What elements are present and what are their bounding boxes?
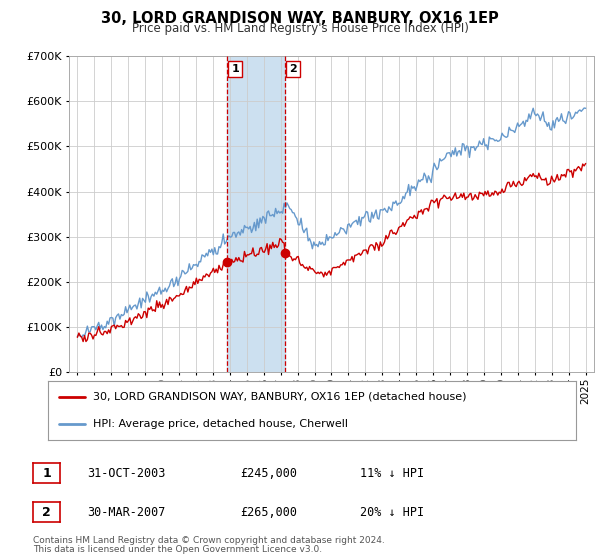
Text: 1: 1: [231, 64, 239, 74]
Text: Price paid vs. HM Land Registry's House Price Index (HPI): Price paid vs. HM Land Registry's House …: [131, 22, 469, 35]
Bar: [227, 56, 285, 372]
Text: HPI: Average price, detached house, Cherwell: HPI: Average price, detached house, Cher…: [93, 419, 348, 429]
Text: 30, LORD GRANDISON WAY, BANBURY, OX16 1EP: 30, LORD GRANDISON WAY, BANBURY, OX16 1E…: [101, 11, 499, 26]
Text: £245,000: £245,000: [240, 466, 297, 480]
Text: 2: 2: [42, 506, 51, 519]
Text: 2: 2: [289, 64, 297, 74]
Text: Contains HM Land Registry data © Crown copyright and database right 2024.: Contains HM Land Registry data © Crown c…: [33, 536, 385, 545]
Text: 11% ↓ HPI: 11% ↓ HPI: [360, 466, 424, 480]
Text: 30-MAR-2007: 30-MAR-2007: [87, 506, 166, 519]
Text: This data is licensed under the Open Government Licence v3.0.: This data is licensed under the Open Gov…: [33, 545, 322, 554]
Text: £265,000: £265,000: [240, 506, 297, 519]
Text: 30, LORD GRANDISON WAY, BANBURY, OX16 1EP (detached house): 30, LORD GRANDISON WAY, BANBURY, OX16 1E…: [93, 391, 466, 402]
Text: 1: 1: [42, 466, 51, 480]
Text: 31-OCT-2003: 31-OCT-2003: [87, 466, 166, 480]
Text: 20% ↓ HPI: 20% ↓ HPI: [360, 506, 424, 519]
